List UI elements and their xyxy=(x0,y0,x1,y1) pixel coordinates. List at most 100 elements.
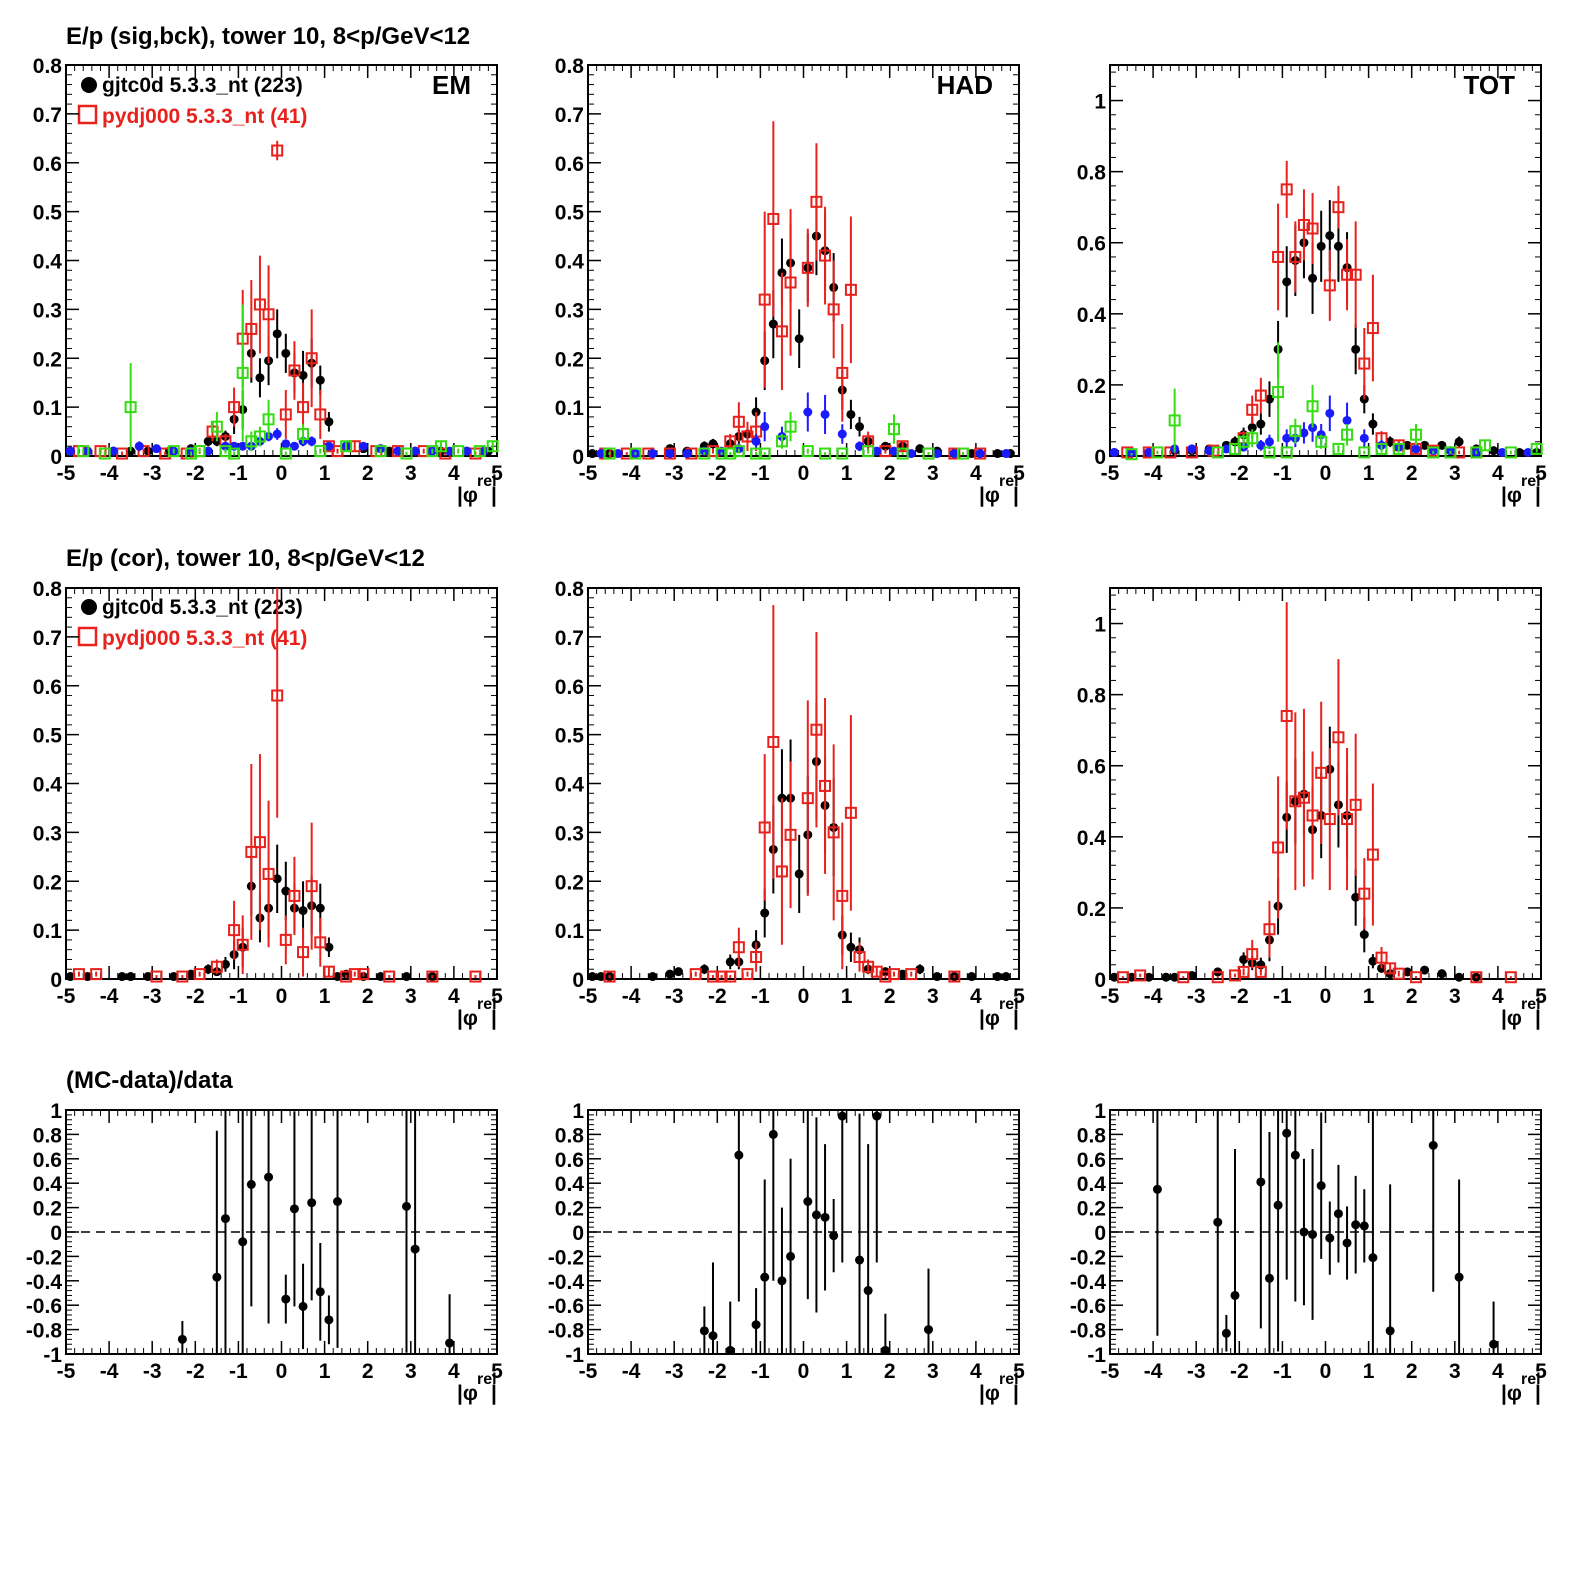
data-point xyxy=(1161,972,1171,982)
data-point-mc xyxy=(391,445,404,458)
y-tick-label: 0.8 xyxy=(555,1124,585,1147)
legend-cor: gjtc0d 5.3.3_nt (223) pydj000 5.3.3_nt (… xyxy=(77,596,307,650)
data-point-mc xyxy=(1392,967,1405,980)
y-tick-label: -0.2 xyxy=(548,1246,584,1269)
data-point-mc xyxy=(279,933,292,946)
data-point-mc xyxy=(1177,971,1190,984)
x-tick-label: -4 xyxy=(100,1360,119,1383)
data-point-mc xyxy=(486,440,499,453)
data-point xyxy=(872,1111,882,1121)
data-point-mc xyxy=(1254,389,1267,402)
data-point-mc xyxy=(1332,442,1345,455)
data-point-mc xyxy=(1323,279,1336,292)
data-point xyxy=(855,422,865,432)
data-point-mc xyxy=(1297,791,1310,804)
data-point-mc xyxy=(1341,428,1354,441)
x-tick-label: 0 xyxy=(1320,985,1332,1008)
x-axis-label-bar: | xyxy=(491,1007,497,1030)
data-point-mc xyxy=(724,435,737,448)
data-point-mc xyxy=(426,970,439,983)
data-point-mc xyxy=(193,445,206,458)
data-point xyxy=(1187,444,1197,454)
data-point xyxy=(587,972,597,982)
x-tick-label: -2 xyxy=(1230,985,1249,1008)
data-point xyxy=(837,429,847,439)
y-tick-label: -0.8 xyxy=(1070,1320,1107,1343)
data-point xyxy=(906,449,916,459)
data-point-mc xyxy=(819,249,832,262)
y-tick-label: 0.8 xyxy=(33,1124,63,1147)
data-point xyxy=(324,942,334,952)
x-tick-label: 4 xyxy=(970,1360,982,1383)
y-tick-label: 0.2 xyxy=(33,1198,62,1221)
data-point xyxy=(648,449,658,459)
x-tick-label: -1 xyxy=(229,1360,248,1383)
data-point xyxy=(1290,1150,1300,1160)
x-axis-label-superscript: rel xyxy=(1521,996,1541,1013)
x-tick-label: -4 xyxy=(622,462,641,485)
data-point-mc xyxy=(245,322,258,335)
data-point xyxy=(315,1287,325,1297)
data-point xyxy=(1127,972,1137,982)
data-point xyxy=(1402,440,1412,450)
data-point-mc xyxy=(1246,432,1259,445)
data-point-mc xyxy=(1341,268,1354,281)
data-point xyxy=(1333,241,1343,251)
data-point-mc xyxy=(784,276,797,289)
x-tick-label: 0 xyxy=(798,1360,810,1383)
y-tick-label: -1 xyxy=(1087,1344,1106,1367)
x-tick-label: 1 xyxy=(841,985,853,1008)
data-point xyxy=(298,1301,308,1311)
x-tick-label: 0 xyxy=(798,462,810,485)
data-point-mc xyxy=(1237,435,1250,448)
x-tick-label: -3 xyxy=(143,1360,162,1383)
legend-mc-label: pydj000 5.3.3_nt (41) xyxy=(102,105,307,128)
data-point xyxy=(376,972,386,982)
data-point xyxy=(272,429,282,439)
data-point xyxy=(708,1331,718,1341)
x-tick-label: 4 xyxy=(448,462,460,485)
x-tick-label: -5 xyxy=(579,462,598,485)
data-point-mc xyxy=(750,951,763,964)
y-tick-label: 0.4 xyxy=(555,774,585,797)
x-tick-label: -2 xyxy=(186,462,205,485)
data-point xyxy=(1256,960,1266,970)
row-title-sig-bck: E/p (sig,bck), tower 10, 8<p/GeV<12 xyxy=(66,23,470,50)
data-point xyxy=(1264,1273,1274,1283)
data-point-mc xyxy=(1280,446,1293,459)
data-point xyxy=(324,1315,334,1325)
data-point xyxy=(134,441,144,451)
x-tick-label: -3 xyxy=(665,462,684,485)
data-point-mc xyxy=(1478,439,1491,452)
x-tick-label: -1 xyxy=(229,462,248,485)
data-point-mc xyxy=(888,423,901,436)
y-tick-label: 0.3 xyxy=(33,299,62,322)
x-tick-label: 4 xyxy=(1492,1360,1504,1383)
data-point xyxy=(1420,965,1430,975)
data-point xyxy=(83,972,93,982)
panel-label: HAD xyxy=(937,70,993,100)
data-point-mc xyxy=(741,968,754,981)
legend-data-label: gjtc0d 5.3.3_nt (223) xyxy=(102,74,303,97)
data-point xyxy=(1308,273,1318,283)
x-tick-label: -2 xyxy=(708,462,727,485)
data-point-mc xyxy=(452,445,465,458)
x-tick-label: -1 xyxy=(751,1360,770,1383)
panel-had-sig-bck: -5 -4 -3 -2 -1 0 1 2 3 4 5 0 0.1 0.2 0.3 0.4 0.5 0.6 0.7 0.… xyxy=(555,55,1025,507)
data-point xyxy=(1437,440,1447,450)
data-point-mc xyxy=(1280,709,1293,722)
data-point-mc xyxy=(253,298,266,311)
data-point-mc xyxy=(810,723,823,736)
x-tick-label: -5 xyxy=(579,1360,598,1383)
data-point xyxy=(596,449,606,459)
data-point xyxy=(203,436,213,446)
data-point-mc xyxy=(1263,923,1276,936)
data-point-mc xyxy=(922,447,935,460)
data-point xyxy=(794,869,804,879)
x-tick-label: 3 xyxy=(1449,1360,1461,1383)
data-point-mc xyxy=(663,447,676,460)
x-tick-label: -2 xyxy=(186,1360,205,1383)
data-point-mc xyxy=(1470,446,1483,459)
